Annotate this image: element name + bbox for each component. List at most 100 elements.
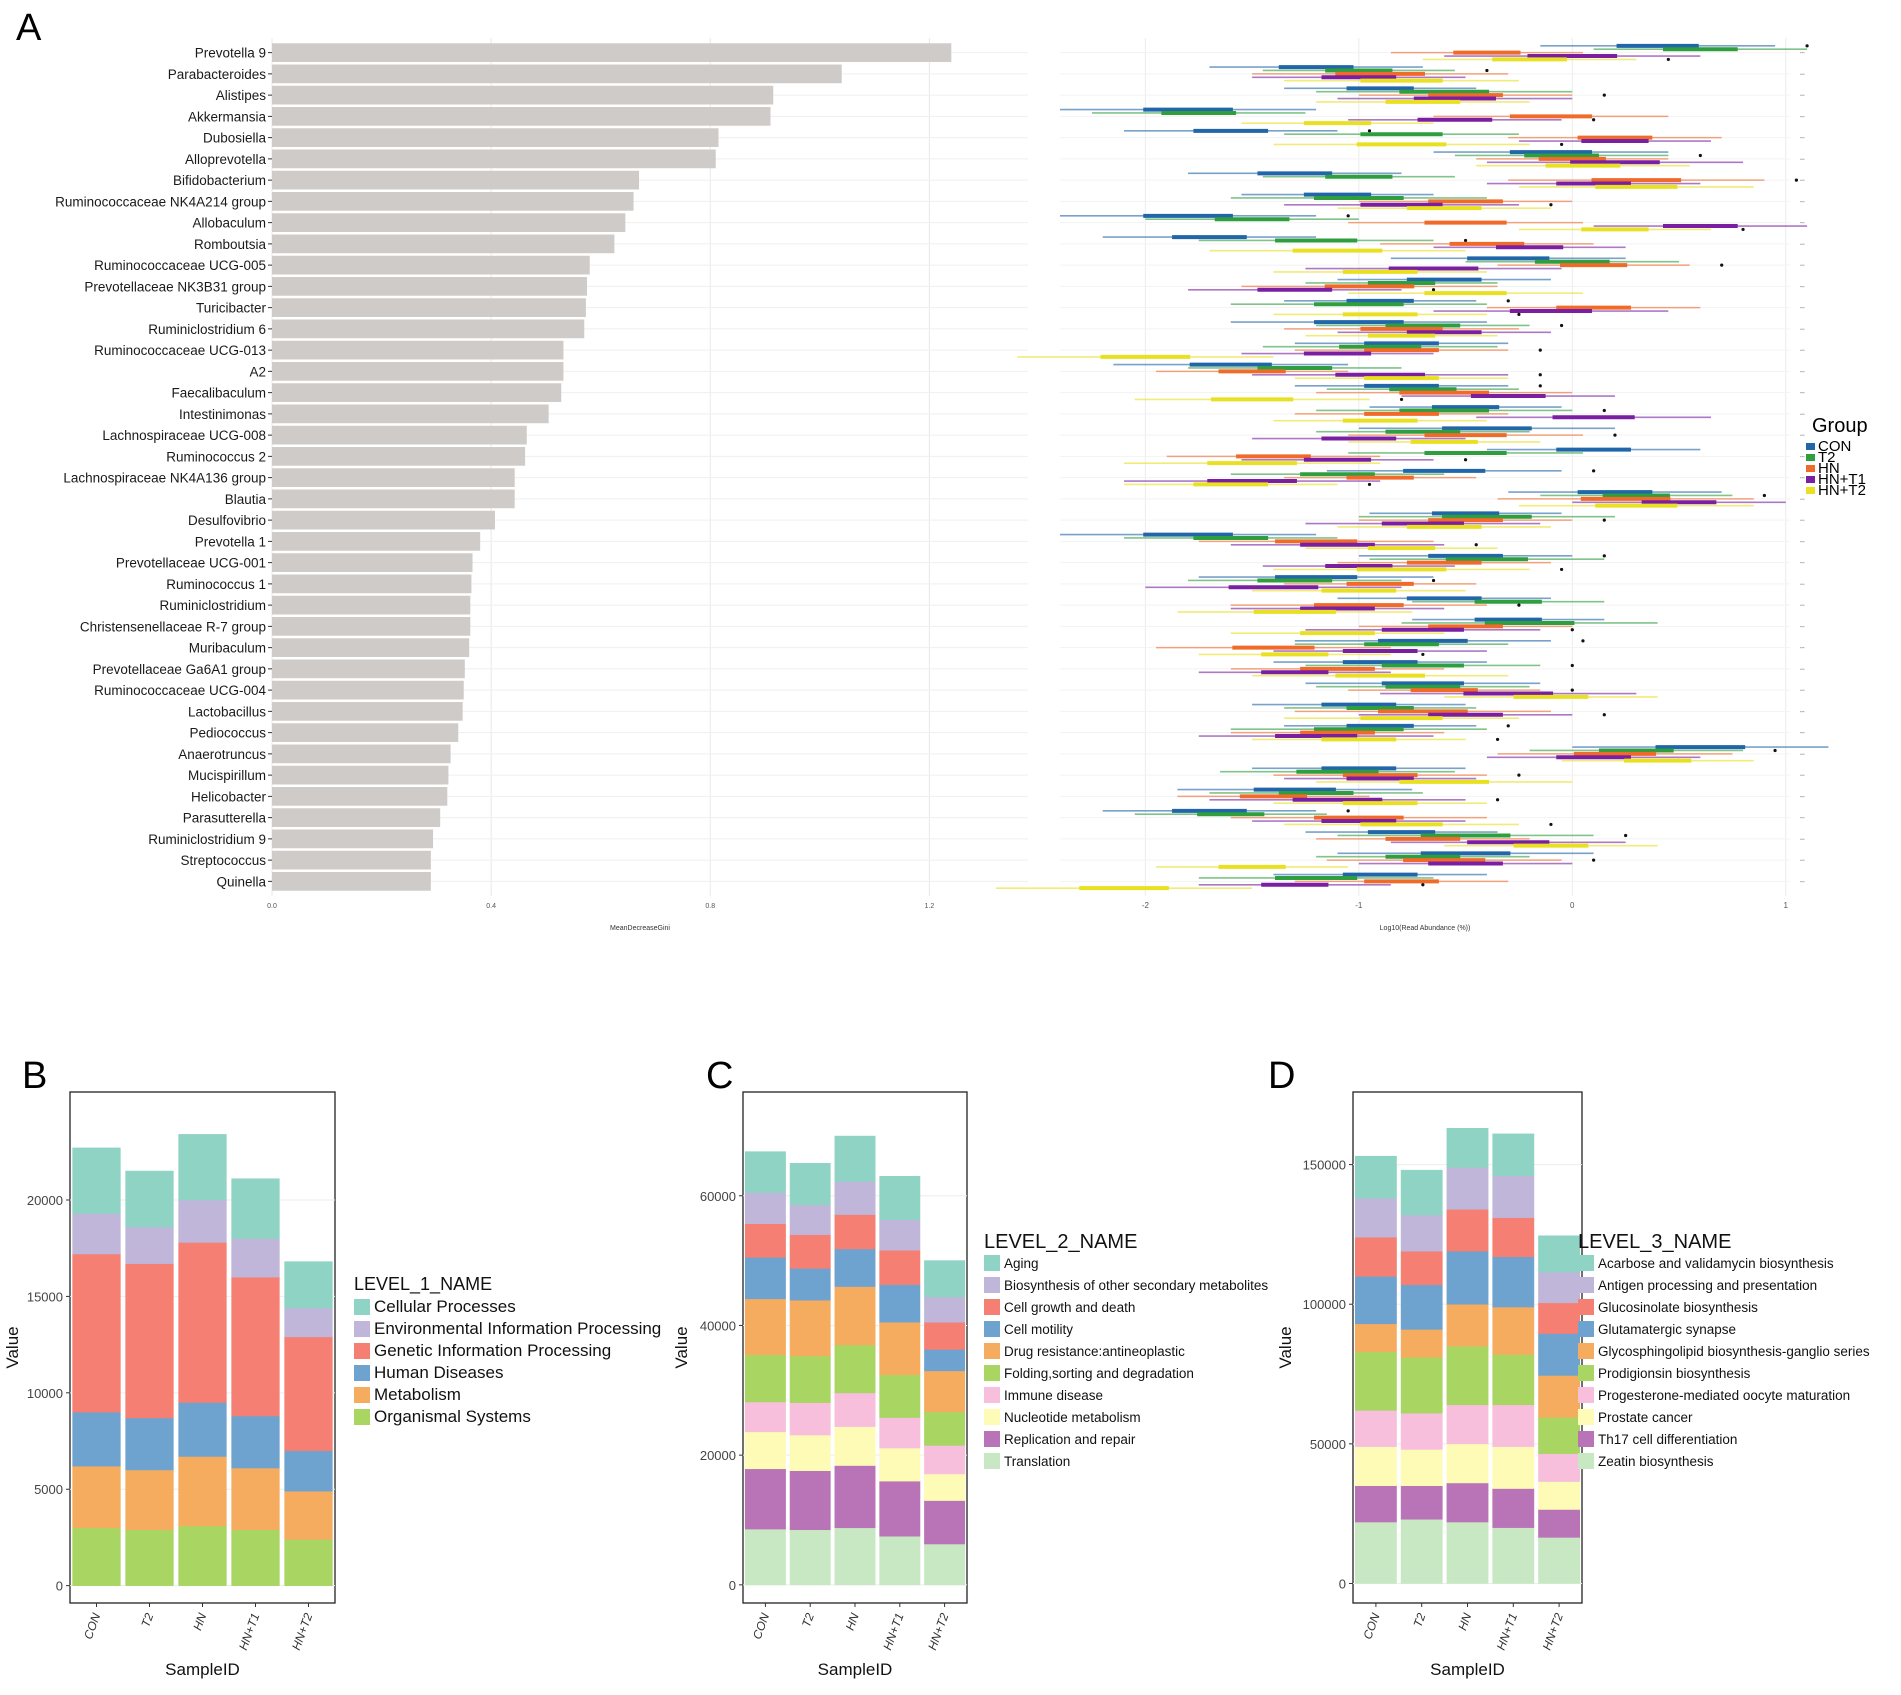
a2-x-axis-label: Log10(Read Abundance (%)) [1380,925,1471,932]
a1-y-tick-label: Alloprevotella [185,152,267,167]
d-legend-swatch [1578,1431,1594,1447]
c-bar-segment [834,1181,876,1215]
a2-outlier-point [1421,883,1425,887]
d-legend-swatch [1578,1409,1594,1425]
a2-outlier-point [1506,299,1510,303]
c-legend-swatch [984,1365,1000,1381]
a2-sig-mark: *** [1800,794,1805,799]
a2-outlier-point [1463,458,1468,462]
a1-bar [272,340,564,360]
a1-bar [272,64,842,84]
d-bar-segment [1400,1329,1443,1358]
b-bar-segment [284,1261,333,1309]
d-bar-segment [1492,1175,1535,1218]
a2-outlier-point [1346,214,1350,218]
a2-outlier-point [1495,737,1500,742]
a1-y-tick-label: Desulfovibrio [188,513,266,528]
c-bar-segment [744,1401,786,1433]
a1-y-tick-label: Ruminococcus 1 [166,577,266,592]
b-y-tick-label: 0 [56,1579,63,1594]
a2-outlier-point [1602,408,1606,413]
d-bar-segment [1400,1169,1443,1216]
c-bar-segment [789,1299,831,1357]
b-bar-segment [125,1417,174,1471]
a2-legend-label: CON [1818,438,1851,455]
a1-y-tick-label: Christensenellaceae R-7 group [80,619,266,634]
d-x-axis-label: SampleID [1430,1660,1505,1679]
a1-bar [272,319,585,339]
c-legend-label: Drug resistance:antineoplastic [1004,1344,1185,1359]
c-legend-label: Folding,sorting and degradation [1004,1366,1194,1381]
d-bar-segment [1492,1133,1535,1177]
d-bar-segment [1446,1303,1489,1347]
a2-outlier-point [1698,153,1702,158]
a1-bar [272,149,716,169]
panel-label-a: A [16,7,42,49]
d-bar-segment [1446,1482,1489,1523]
a2-sig-mark: *** [1800,752,1805,757]
a1-bar [272,404,549,424]
a1-bar [272,787,448,806]
a2-sig-mark: *** [1800,454,1805,459]
d-bar-segment [1446,1345,1489,1406]
a2-sig-mark: *** [1800,624,1805,629]
a2-sig-mark: *** [1800,242,1805,247]
c-y-axis-label: Value [672,1326,691,1368]
a1-bar [272,744,451,764]
c-bar-segment [834,1344,876,1394]
d-bar-segment [1354,1485,1397,1523]
a2-outlier-point [1720,263,1724,267]
d-bar-segment [1538,1417,1581,1454]
b-legend-label: Metabolism [374,1385,461,1404]
d-bar-segment [1354,1275,1397,1325]
c-bar-segment [924,1445,966,1475]
c-bar-segment [789,1402,831,1436]
d-legend-swatch [1578,1387,1594,1403]
a2-legend-swatch [1806,443,1815,450]
c-legend-label: Nucleotide metabolism [1004,1410,1141,1425]
d-bar-segment [1354,1236,1397,1277]
a2-sig-mark: *** [1800,731,1805,736]
a1-y-tick-label: Parasutterella [183,811,267,826]
c-legend-label: Immune disease [1004,1388,1103,1403]
a2-outlier-point [1399,397,1404,402]
a1-y-tick-label: Romboutsia [194,237,267,252]
a2-sig-mark: *** [1800,603,1805,608]
c-bar-segment [924,1473,966,1501]
c-bar-segment [789,1355,831,1403]
d-bar-segment [1492,1354,1535,1406]
c-bar-segment [744,1223,786,1258]
d-bar-segment [1354,1351,1397,1411]
d-legend-label: Prodigionsin biosynthesis [1598,1366,1751,1381]
a1-bar [272,532,481,551]
c-legend-swatch [984,1299,1000,1315]
d-legend-label: Prostate cancer [1598,1410,1693,1425]
a2-outlier-point [1741,227,1745,232]
a2-sig-mark: *** [1800,114,1805,119]
d-bar-segment [1492,1404,1535,1447]
c-bar-segment [744,1354,786,1403]
c-y-tick-label: 20000 [700,1448,736,1463]
a2-outlier-point [1549,822,1553,827]
a1-y-tick-label: Prevotella 1 [195,534,266,549]
c-bar-segment [924,1321,966,1350]
c-bar-segment [834,1214,876,1250]
c-y-tick-label: 60000 [700,1189,736,1204]
d-legend-label: Th17 cell differentiation [1598,1432,1737,1447]
b-bar-segment [125,1263,174,1419]
a2-sig-mark: *** [1800,433,1805,438]
a2-outlier-point [1805,44,1809,48]
d-bar-segment [1354,1155,1397,1199]
a2-outlier-point [1560,567,1564,572]
c-legend-swatch [984,1255,1000,1271]
panel-label-b: B [22,1055,47,1097]
b-y-tick-label: 15000 [27,1289,63,1304]
b-bar-segment [284,1539,333,1586]
d-y-tick-label: 0 [1339,1576,1346,1591]
d-bar-segment [1354,1521,1397,1584]
chart-abundance-range: -2 -1 0 1 *** *** *** *** *** *** *** *** *** *** *** *… [995,38,1868,932]
d-legend-swatch [1578,1299,1594,1315]
c-bar-segment [879,1176,921,1221]
b-bar-segment [125,1529,174,1586]
c-bar-segment [834,1248,876,1287]
